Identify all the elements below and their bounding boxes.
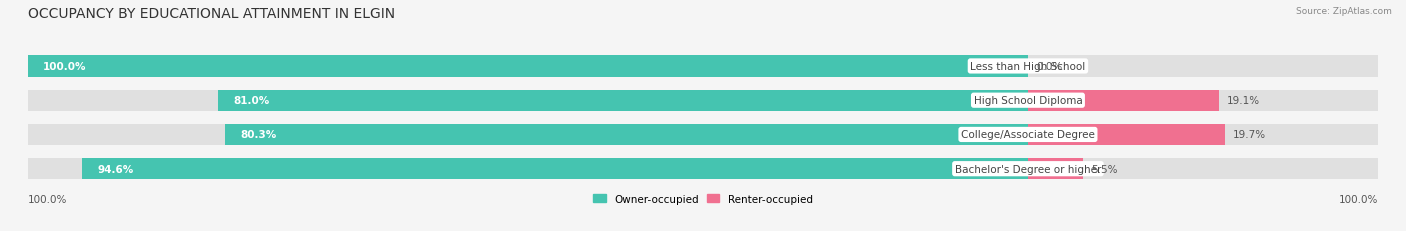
Bar [28,56,1028,77]
Text: OCCUPANCY BY EDUCATIONAL ATTAINMENT IN ELGIN: OCCUPANCY BY EDUCATIONAL ATTAINMENT IN E… [28,7,395,21]
Bar [1028,124,1225,146]
Bar [225,124,1028,146]
Text: 0.0%: 0.0% [1036,62,1062,72]
Bar [82,158,1028,179]
Bar [28,90,1028,111]
Text: 19.7%: 19.7% [1233,130,1265,140]
Text: 100.0%: 100.0% [44,62,87,72]
Text: Bachelor's Degree or higher: Bachelor's Degree or higher [955,164,1101,174]
Text: 94.6%: 94.6% [97,164,134,174]
Bar [28,124,1028,146]
Legend: Owner-occupied, Renter-occupied: Owner-occupied, Renter-occupied [593,194,813,204]
Bar [28,56,1028,77]
Bar [1028,124,1378,146]
Bar [1028,90,1219,111]
Text: 81.0%: 81.0% [233,96,270,106]
Text: 100.0%: 100.0% [1339,194,1378,204]
Bar [1028,90,1378,111]
Text: 19.1%: 19.1% [1227,96,1260,106]
Text: Less than High School: Less than High School [970,62,1085,72]
Text: 80.3%: 80.3% [240,130,277,140]
Text: High School Diploma: High School Diploma [973,96,1083,106]
Text: College/Associate Degree: College/Associate Degree [962,130,1095,140]
Text: Source: ZipAtlas.com: Source: ZipAtlas.com [1296,7,1392,16]
Bar [1028,158,1378,179]
Text: 5.5%: 5.5% [1091,164,1118,174]
Bar [1028,56,1378,77]
Text: 100.0%: 100.0% [28,194,67,204]
Bar [218,90,1028,111]
Bar [28,158,1028,179]
Bar [1028,158,1083,179]
